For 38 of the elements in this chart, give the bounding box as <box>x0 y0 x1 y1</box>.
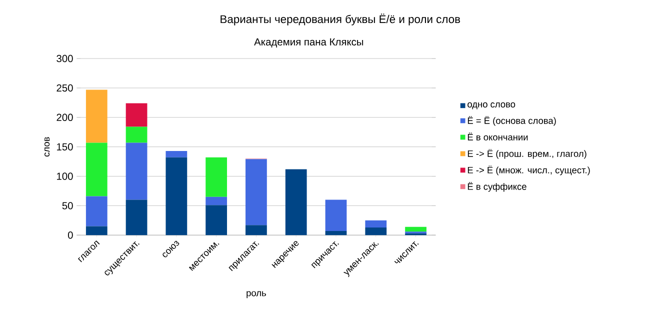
bar <box>325 230 347 236</box>
legend-label: Ё в суффиксе <box>468 182 526 192</box>
bar <box>126 200 148 236</box>
y-tick-label: 150 <box>57 143 73 150</box>
bar <box>246 225 267 236</box>
legend-label: Ё = Ё (основа слова) <box>468 116 556 126</box>
bar <box>365 227 387 236</box>
y-tick-label: 200 <box>56 114 73 121</box>
y-tick-label: 100 <box>57 172 73 180</box>
bar <box>166 157 188 236</box>
bar <box>365 220 387 228</box>
bar <box>126 103 148 127</box>
bar <box>86 226 108 236</box>
legend-label: одно слово <box>468 102 516 110</box>
y-tick-label: 50 <box>62 202 73 210</box>
x-axis-title: роль <box>246 291 266 298</box>
chart-subtitle: Академия пана Кляксы <box>254 38 364 48</box>
legend-label: Е -> Ё (прош. врем., глагол) <box>468 149 586 159</box>
y-tick-label: 250 <box>56 84 73 92</box>
bar <box>206 205 228 236</box>
bar <box>405 226 426 232</box>
bar <box>285 169 307 236</box>
y-tick-label: 300 <box>56 54 73 62</box>
bar <box>206 157 228 197</box>
y-tick-label: 0 <box>68 231 73 239</box>
legend-label: Ё в окончании <box>468 132 528 140</box>
bar <box>86 90 108 143</box>
bar <box>126 126 148 143</box>
bar <box>325 200 347 231</box>
bar <box>166 150 188 158</box>
legend-label: Е -> Ё (множ. числ., сущест.) <box>468 166 590 176</box>
y-axis-title: слов <box>44 137 50 156</box>
chart-title: Варианты чередования буквы Ё/ё и роли слов <box>220 14 460 26</box>
bar <box>86 142 108 196</box>
bar <box>246 159 267 226</box>
bar <box>86 196 108 226</box>
bar <box>206 196 228 206</box>
bar <box>126 142 148 200</box>
